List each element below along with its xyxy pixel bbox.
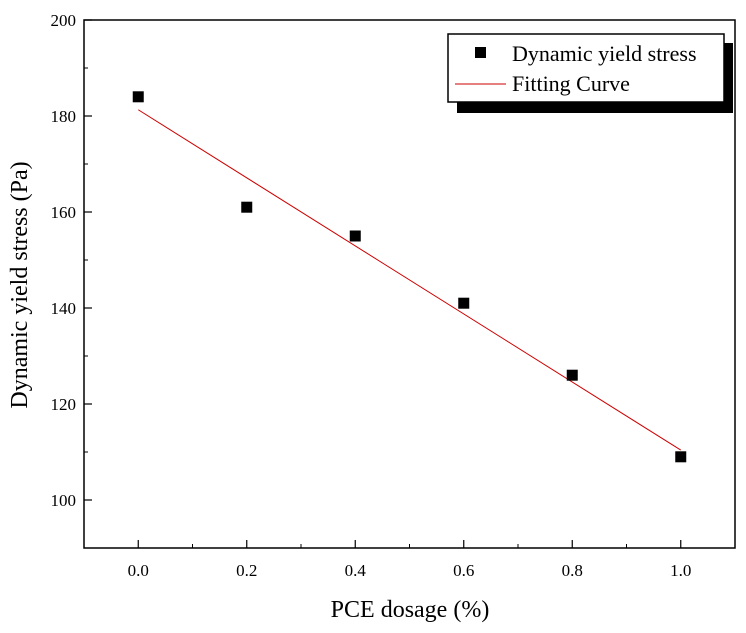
legend-marker-square	[475, 47, 486, 58]
data-points-series	[132, 91, 687, 463]
y-tick-label: 140	[51, 299, 77, 318]
fitting-curve-series	[137, 109, 682, 451]
fitting-curve-line	[137, 109, 682, 451]
data-point	[458, 297, 470, 309]
data-point	[566, 369, 578, 381]
y-tick-label: 160	[51, 203, 77, 222]
y-tick-label: 180	[51, 107, 77, 126]
legend-box	[447, 33, 725, 103]
x-tick-label: 0.8	[562, 561, 583, 580]
x-axis-ticks: 0.0 0.2 0.4 0.6 0.8 1.0	[83, 540, 736, 580]
x-tick-label: 0.6	[453, 561, 474, 580]
data-point	[675, 451, 687, 463]
x-tick-label: 0.0	[128, 561, 149, 580]
y-tick-label: 120	[51, 395, 77, 414]
y-axis-title: Dynamic yield stress (Pa)	[7, 161, 33, 408]
legend-label-dynamic-yield-stress: Dynamic yield stress	[512, 41, 697, 66]
x-tick-label: 0.4	[345, 561, 367, 580]
y-tick-label: 200	[51, 11, 77, 30]
x-tick-label: 1.0	[670, 561, 691, 580]
y-tick-label: 100	[51, 491, 77, 510]
x-axis-title: PCE dosage (%)	[331, 597, 490, 623]
y-axis-ticks: 100 120 140 160 180 200	[51, 11, 92, 549]
data-point	[241, 201, 253, 213]
legend: Dynamic yield stress Fitting Curve	[447, 33, 733, 113]
data-point	[349, 230, 361, 242]
x-tick-label: 0.2	[236, 561, 257, 580]
data-point	[132, 91, 144, 103]
legend-label-fitting-curve: Fitting Curve	[512, 71, 630, 96]
